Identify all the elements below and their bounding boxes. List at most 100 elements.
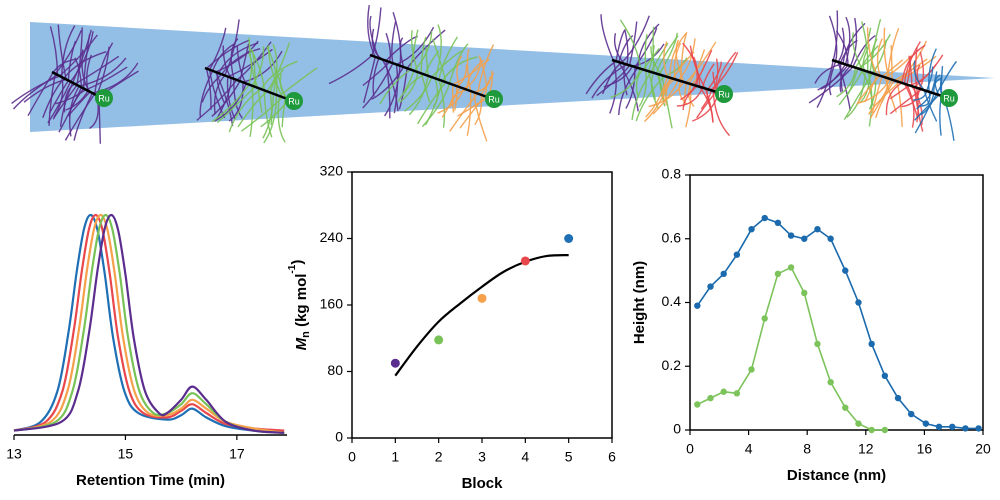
data-point: [390, 358, 400, 368]
side-chain: [438, 36, 459, 80]
side-chain: [82, 34, 91, 89]
side-chain: [908, 55, 913, 87]
side-chain: [836, 67, 857, 98]
side-chain: [47, 81, 72, 124]
side-chain: [696, 91, 717, 119]
side-chain: [73, 92, 93, 141]
side-chain: [678, 80, 688, 106]
side-chain: [914, 94, 940, 121]
side-chain: [52, 84, 78, 120]
side-chain: [48, 80, 69, 114]
data-line: [13, 213, 285, 434]
side-chain: [838, 69, 864, 106]
side-chain: [652, 79, 679, 115]
side-chain: [64, 93, 96, 141]
y-tick-label: 80: [327, 362, 343, 378]
data-point: [842, 267, 849, 274]
x-tick-label: 5: [565, 449, 573, 465]
side-chain: [835, 30, 849, 66]
side-chain: [620, 15, 650, 64]
y-axis-title: Mn (kg mol-1): [287, 260, 312, 351]
side-chain: [596, 64, 631, 97]
side-chain: [663, 41, 669, 78]
side-chain: [876, 38, 883, 76]
side-chain: [384, 65, 401, 117]
data-point: [761, 315, 768, 322]
side-chain: [214, 83, 247, 122]
side-chain: [474, 94, 483, 126]
backbone: [611, 58, 721, 95]
x-tick-label: 17: [229, 446, 245, 462]
backbone: [51, 70, 101, 99]
side-chain: [618, 34, 634, 63]
data-point: [477, 293, 487, 303]
side-chain: [650, 46, 663, 76]
x-tick-label: 3: [478, 449, 486, 465]
data-point: [694, 302, 701, 309]
x-tick-label: 0: [686, 441, 694, 457]
data-point: [520, 256, 530, 266]
side-chain: [425, 47, 429, 76]
side-chain: [237, 90, 268, 128]
fit-line: [394, 254, 569, 377]
side-chain: [875, 80, 896, 119]
y-tick-label: 320: [320, 163, 344, 179]
data-point: [935, 423, 943, 431]
side-chain: [647, 45, 655, 72]
x-tick-label: 4: [745, 441, 753, 457]
data-point: [814, 225, 821, 233]
side-chain: [224, 19, 240, 76]
x-tick-label: 1: [391, 449, 399, 465]
side-chain: [216, 72, 225, 104]
chart: 0 4 8 12 16 20 0 0.2 0.4 0.6 0.8 Distance (nm) Heigh…: [631, 166, 991, 484]
side-chain: [478, 55, 487, 97]
side-chain: [61, 25, 76, 78]
side-chain: [74, 57, 83, 88]
side-chain: [459, 95, 486, 129]
side-chain: [665, 78, 676, 106]
side-chain: [928, 48, 937, 92]
side-chain: [913, 54, 944, 88]
side-chain: [869, 79, 893, 119]
side-chain: [693, 49, 713, 86]
data-point: [694, 401, 701, 408]
side-chain: [669, 32, 687, 78]
side-chain: [843, 72, 874, 121]
side-chain: [871, 38, 878, 75]
y-tick-label: 160: [320, 296, 344, 312]
data-point: [733, 251, 741, 258]
side-chain: [385, 32, 392, 63]
y-tick-label: 0: [673, 421, 681, 437]
side-chain: [263, 94, 278, 144]
y-tick-label: 0.8: [662, 166, 682, 182]
side-chain: [883, 27, 891, 80]
data-point: [774, 270, 782, 278]
side-chain: [828, 15, 838, 62]
x-axis-title: Block: [462, 475, 504, 492]
side-chain: [267, 45, 284, 98]
data-point: [894, 394, 902, 402]
side-chain: [215, 77, 232, 121]
side-chain: [642, 47, 660, 70]
side-chain: [814, 62, 844, 84]
side-chain: [216, 86, 256, 124]
side-chain: [367, 5, 376, 58]
side-chain: [613, 33, 625, 65]
side-chain: [906, 56, 912, 85]
side-chain: [372, 57, 380, 97]
side-chain: [658, 32, 678, 75]
x-tick-label: 0: [348, 449, 356, 465]
side-chain: [438, 79, 446, 128]
side-chain: [644, 34, 648, 71]
side-chain: [201, 73, 223, 103]
side-chain: [871, 39, 887, 74]
data-point: [855, 299, 862, 306]
side-chain: [403, 73, 425, 94]
side-chain: [645, 76, 669, 118]
data-point: [787, 232, 795, 239]
side-chain: [916, 87, 919, 123]
side-chain: [832, 10, 839, 61]
data-line: [13, 213, 285, 434]
ru-catalyst: [940, 89, 958, 107]
